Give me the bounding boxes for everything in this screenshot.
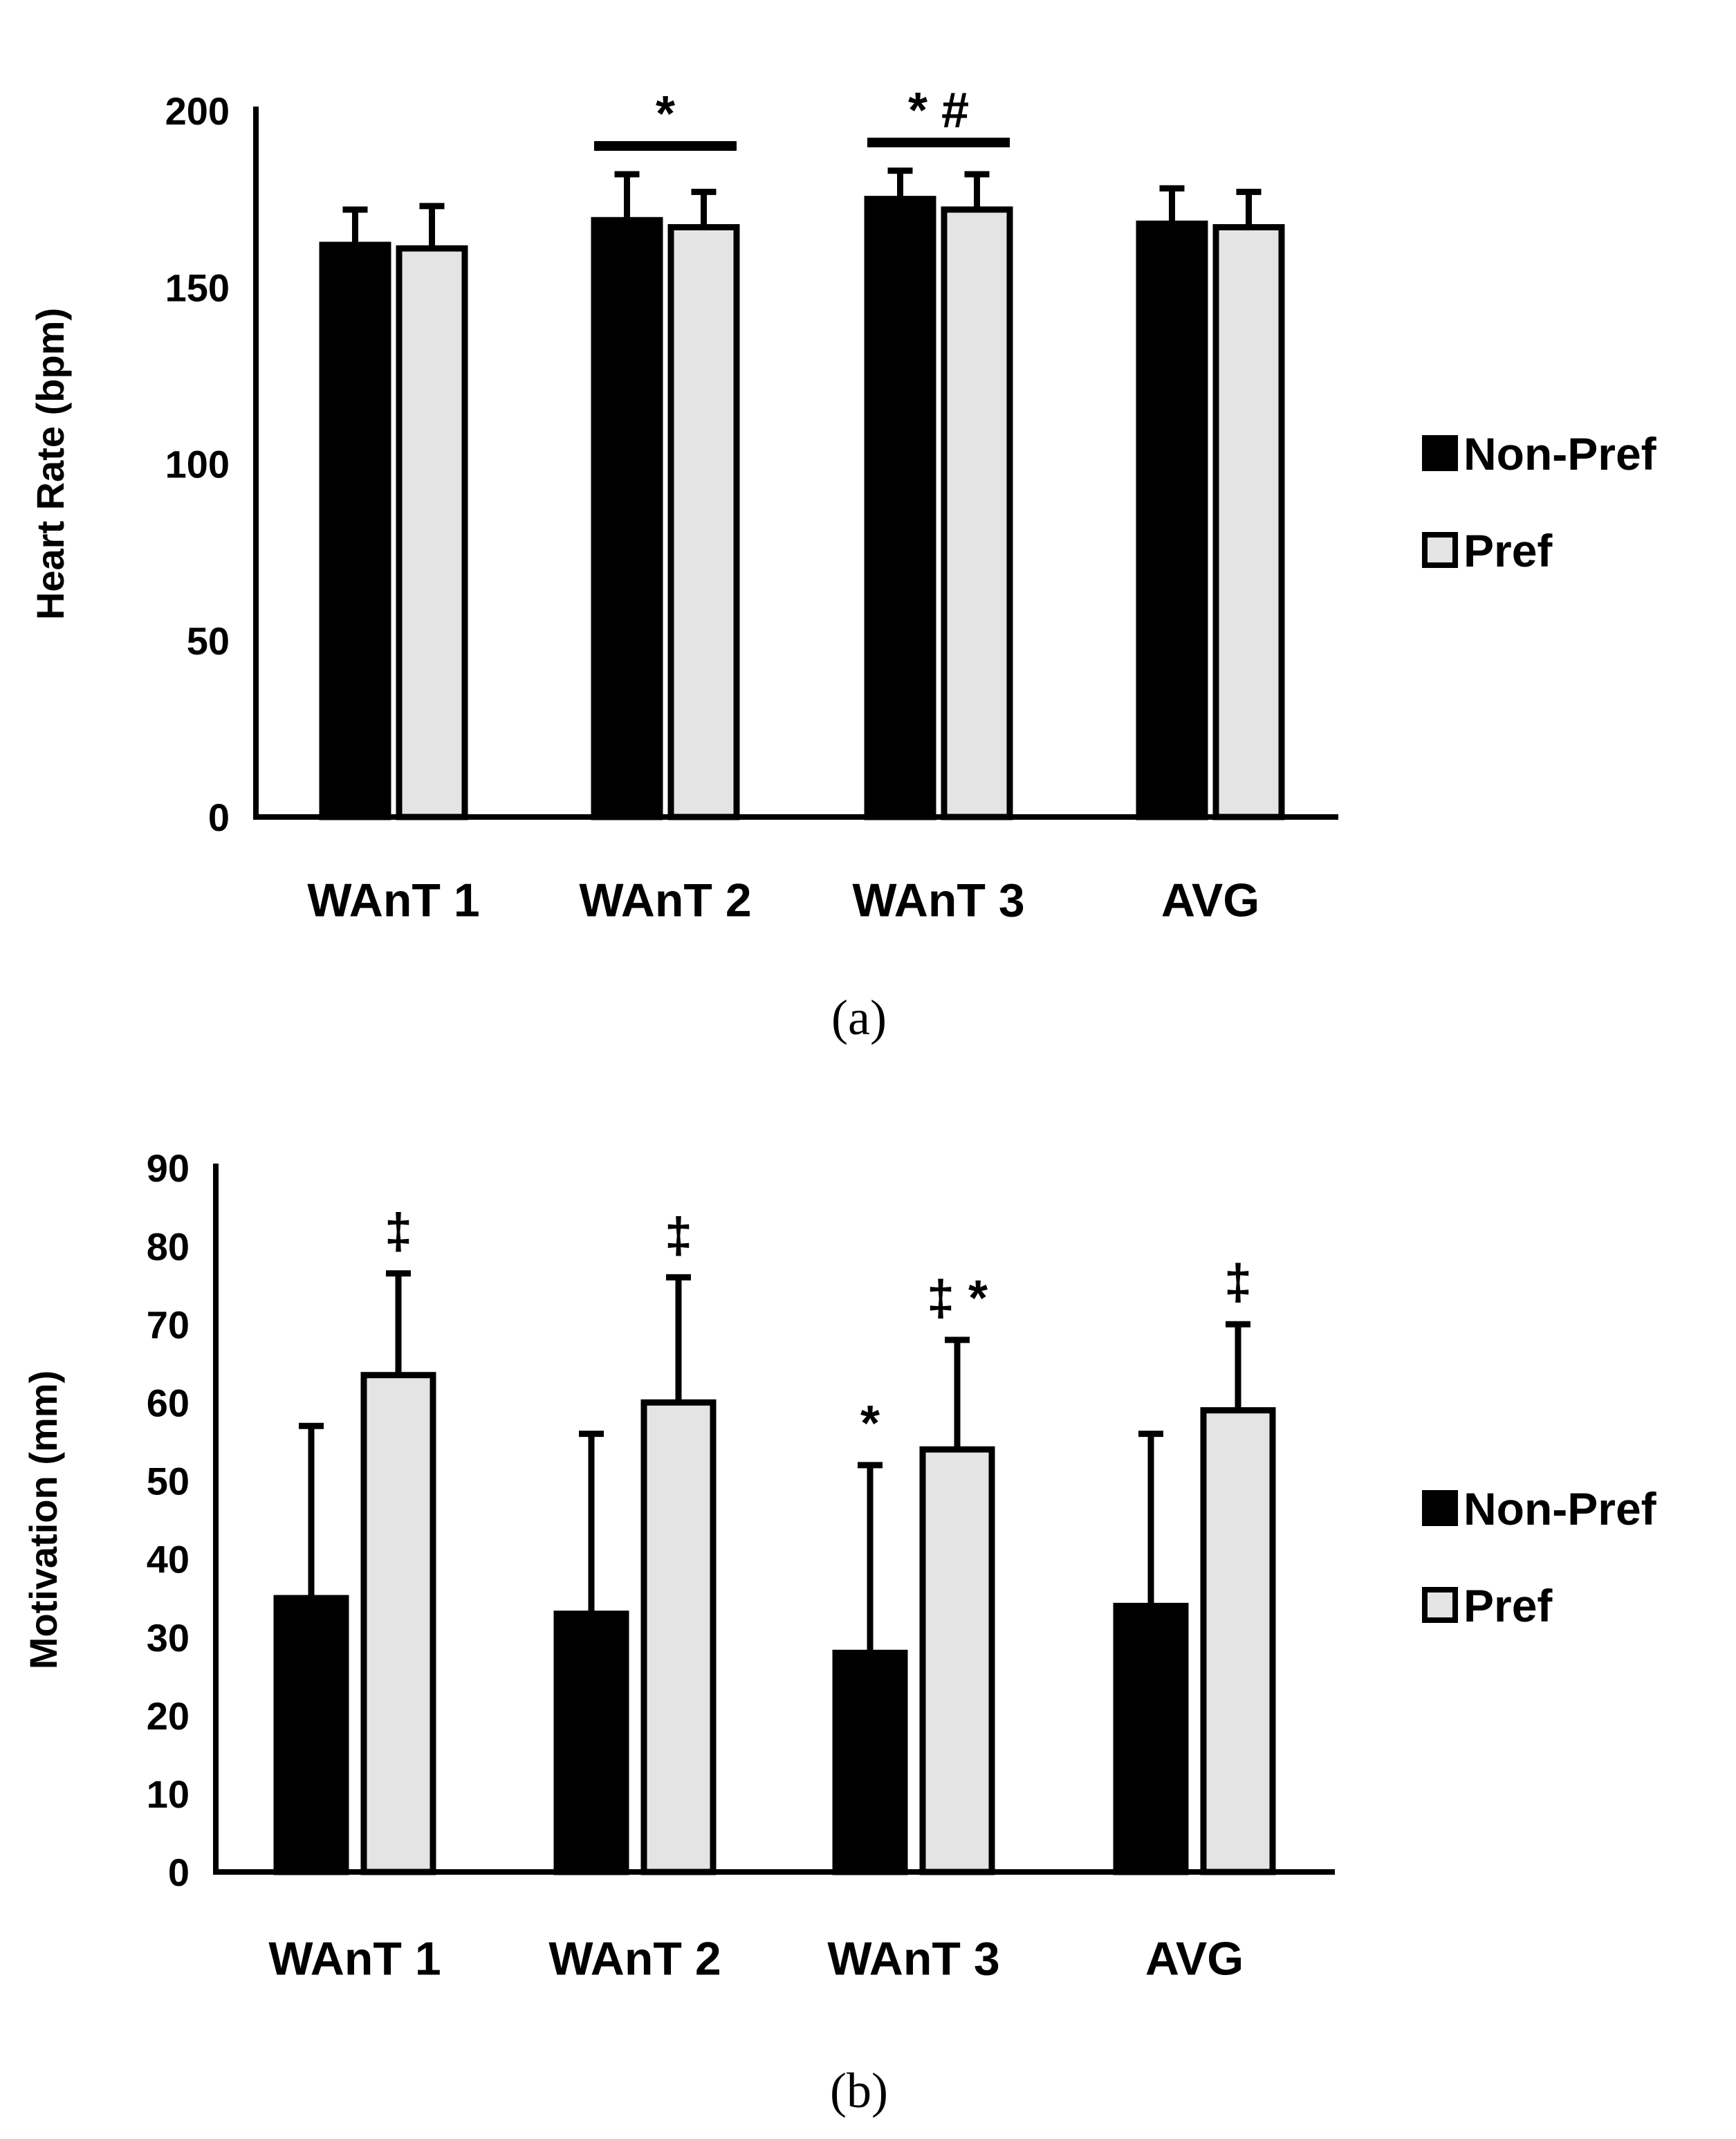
bar-pref-want2 (640, 1399, 717, 1875)
bar-non-pref-want3 (832, 1649, 908, 1875)
y-tick-label: 10 (147, 1772, 190, 1816)
bar-pref-want3 (941, 206, 1013, 820)
bar-non-pref-want2 (553, 1610, 629, 1875)
x-tick-label: WAnT 2 (548, 1932, 721, 1985)
y-tick-label: 80 (147, 1224, 190, 1268)
significance-marker: ‡ * (927, 1271, 988, 1326)
significance-marker: * # (908, 83, 969, 138)
bar-non-pref-want2 (591, 217, 663, 820)
bar-pref-avg (1200, 1407, 1276, 1875)
legend-label: Non-Pref (1463, 428, 1657, 479)
bar-non-pref-avg (1136, 220, 1208, 820)
panel-caption: (a) (831, 990, 887, 1045)
y-tick-label: 200 (165, 89, 230, 133)
y-tick-label: 150 (165, 266, 230, 309)
x-tick-label: WAnT 3 (827, 1932, 999, 1985)
bar-pref-want2 (667, 223, 740, 820)
x-tick-label: AVG (1145, 1932, 1244, 1985)
x-tick-label: WAnT 2 (579, 874, 751, 926)
x-tick-label: WAnT 3 (852, 874, 1024, 926)
legend-swatch-pref (1422, 1587, 1458, 1623)
y-tick-label: 40 (147, 1538, 190, 1581)
bar-non-pref-want1 (319, 241, 391, 820)
bar-pref-avg (1212, 223, 1285, 820)
motivation-chart: 0 10 20 30 40 50 60 70 80 90 Motivation (mm) WAnT 1… (21, 1146, 1657, 2118)
y-tick-label: 20 (147, 1694, 190, 1738)
significance-marker: * (860, 1396, 880, 1451)
x-tick-label: WAnT 1 (268, 1932, 441, 1985)
legend-label: Pref (1463, 1580, 1553, 1631)
legend-swatch-non-pref (1422, 1490, 1458, 1526)
legend-swatch-non-pref (1422, 435, 1458, 471)
legend-label: Non-Pref (1463, 1483, 1657, 1534)
bar-pref-want1 (360, 1372, 436, 1875)
panel-caption: (b) (830, 2063, 888, 2118)
significance-marker: ‡ (665, 1208, 692, 1263)
y-tick-label: 70 (147, 1303, 190, 1346)
significance-marker: ‡ (1224, 1255, 1252, 1310)
y-axis-label: Motivation (mm) (21, 1370, 65, 1669)
y-tick-label: 100 (165, 443, 230, 486)
bar-pref-want3 (919, 1446, 995, 1875)
x-tick-label: WAnT 1 (307, 874, 479, 926)
y-tick-label: 60 (147, 1381, 190, 1424)
y-tick-label: 50 (147, 1460, 190, 1503)
x-tick-label: AVG (1161, 874, 1259, 926)
bar-non-pref-want3 (864, 196, 936, 820)
y-tick-label: 0 (208, 796, 230, 839)
legend-swatch-pref (1422, 532, 1458, 568)
bar-non-pref-avg (1113, 1602, 1189, 1875)
legend-label: Pref (1463, 525, 1553, 576)
heart-rate-chart: 0 50 100 150 200 Heart Rate (bpm) WAnT 1 WAnT 2… (28, 83, 1657, 1045)
significance-marker: ‡ (385, 1204, 412, 1260)
y-tick-label: 30 (147, 1616, 190, 1660)
y-tick-label: 0 (168, 1851, 190, 1894)
bar-non-pref-want1 (273, 1595, 349, 1875)
y-axis-label: Heart Rate (bpm) (28, 308, 72, 620)
significance-marker: * (656, 86, 675, 142)
y-tick-label: 90 (147, 1146, 190, 1190)
y-tick-label: 50 (187, 619, 230, 663)
bar-pref-want1 (396, 245, 468, 820)
